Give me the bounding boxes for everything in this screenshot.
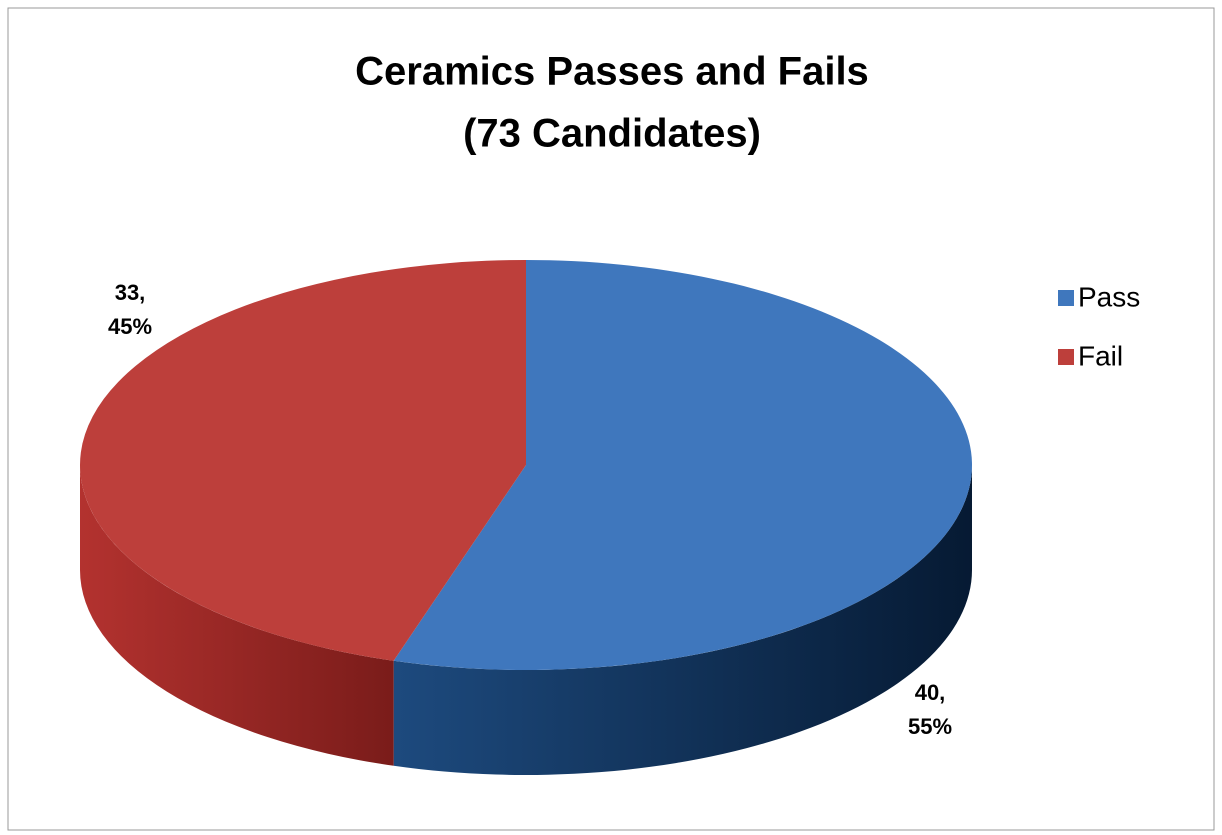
data-label: 33,	[115, 280, 146, 305]
pie-slice	[393, 260, 972, 671]
data-label: 55%	[908, 714, 952, 739]
chart-title: (73 Candidates)	[463, 112, 761, 156]
data-label: 45%	[108, 314, 152, 339]
pie-slice	[80, 260, 527, 661]
data-label: 40,	[915, 680, 946, 705]
pie-side	[80, 465, 394, 766]
legend-swatch	[1058, 349, 1074, 365]
legend-label: Pass	[1078, 281, 1140, 312]
legend-swatch	[1058, 290, 1074, 306]
chart-title: Ceramics Passes and Fails	[355, 50, 869, 94]
legend-label: Fail	[1078, 340, 1123, 371]
pie-side	[393, 465, 972, 776]
